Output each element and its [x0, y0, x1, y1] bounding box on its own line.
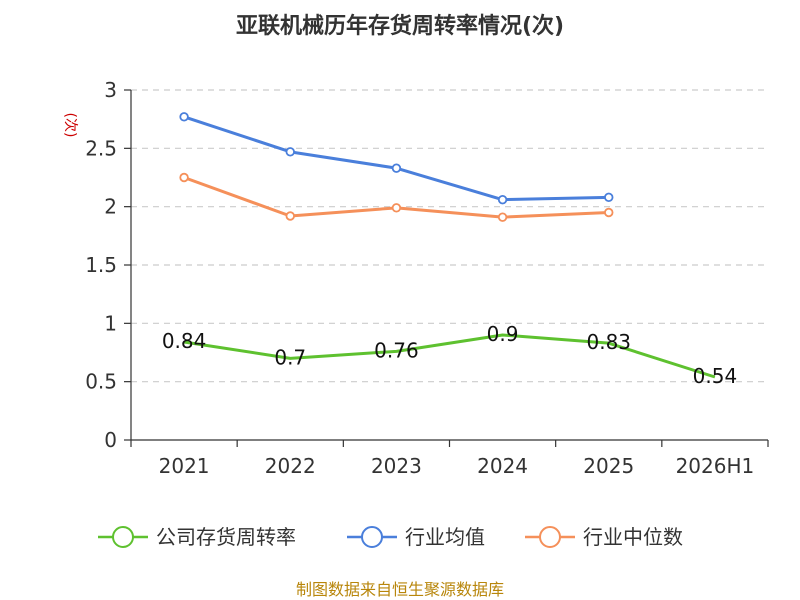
data-point: [391, 203, 402, 213]
data-label: 0.84: [162, 329, 207, 353]
legend-marker: [539, 526, 561, 548]
x-tick-label: 2021: [159, 454, 210, 478]
y-tick-label: 1.5: [85, 253, 117, 277]
y-axis-unit-label: (次): [62, 113, 78, 138]
x-tick-label: 2022: [265, 454, 316, 478]
legend-item-2: 行业中位数: [525, 525, 683, 549]
data-point: [179, 112, 189, 122]
source-note: 制图数据来自恒生聚源数据库: [296, 580, 504, 599]
x-tick-label: 2026H1: [676, 454, 755, 478]
x-tick-label: 2024: [477, 454, 528, 478]
data-label: 0.9: [487, 322, 519, 346]
data-label: 0.76: [374, 338, 419, 362]
y-tick-label: 1: [104, 311, 117, 335]
y-tick-label: 0.5: [85, 370, 117, 394]
data-label: 0.83: [586, 330, 631, 354]
series-line: [183, 115, 609, 202]
x-tick-label: 2023: [371, 454, 422, 478]
y-tick-label: 2: [104, 195, 117, 219]
data-label: 0.54: [693, 364, 738, 388]
legend-label: 行业中位数: [583, 525, 683, 549]
x-tick-label: 2025: [583, 454, 634, 478]
legend-item-1: 行业均值: [347, 525, 485, 549]
data-point: [285, 147, 295, 157]
chart-title: 亚联机械历年存货周转率情况(次): [236, 13, 564, 39]
data-point: [497, 212, 508, 222]
legend-marker: [112, 526, 134, 548]
series-1: [179, 112, 614, 205]
legend-label: 公司存货周转率: [156, 525, 296, 549]
series-group: 0.84 0.7 0.76 0.9 0.83 0.54: [162, 112, 737, 388]
legend: 公司存货周转率 行业均值 行业中位数: [98, 525, 683, 549]
legend-label: 行业均值: [405, 525, 485, 549]
series-line: [183, 333, 716, 379]
series-0: 0.84 0.7 0.76 0.9 0.83 0.54: [162, 322, 737, 388]
grid-lines: [131, 89, 768, 383]
data-point: [604, 207, 614, 218]
data-label: 0.7: [274, 345, 306, 369]
y-tick-label: 2.5: [85, 136, 117, 160]
data-point: [179, 172, 189, 183]
data-point: [391, 163, 402, 173]
data-point: [497, 194, 508, 205]
axes: [124, 89, 769, 447]
y-tick-label: 3: [104, 78, 117, 102]
y-tick-labels: 0 0.5 1 1.5 2 2.5 3: [85, 78, 117, 452]
x-tick-labels: 2021 2022 2023 2024 2025 2026H1: [159, 454, 755, 478]
series-2: [179, 172, 614, 222]
y-tick-label: 0: [104, 428, 117, 452]
legend-item-0: 公司存货周转率: [98, 525, 296, 549]
data-point: [604, 192, 614, 203]
legend-marker: [361, 526, 383, 548]
data-point: [285, 211, 295, 221]
